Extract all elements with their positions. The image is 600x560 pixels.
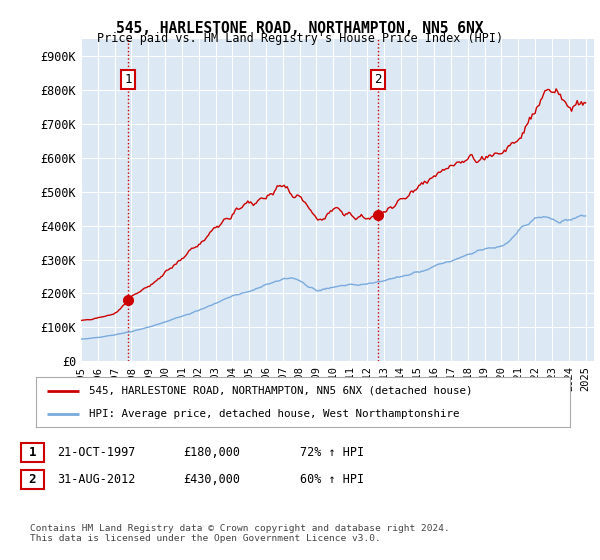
Text: Price paid vs. HM Land Registry's House Price Index (HPI): Price paid vs. HM Land Registry's House … [97, 32, 503, 45]
Text: £430,000: £430,000 [183, 473, 240, 487]
Text: 60% ↑ HPI: 60% ↑ HPI [300, 473, 364, 487]
Text: HPI: Average price, detached house, West Northamptonshire: HPI: Average price, detached house, West… [89, 409, 460, 419]
Text: 31-AUG-2012: 31-AUG-2012 [57, 473, 136, 487]
Text: 2: 2 [29, 473, 36, 487]
Text: 72% ↑ HPI: 72% ↑ HPI [300, 446, 364, 459]
Text: 545, HARLESTONE ROAD, NORTHAMPTON, NN5 6NX (detached house): 545, HARLESTONE ROAD, NORTHAMPTON, NN5 6… [89, 386, 473, 396]
Text: £180,000: £180,000 [183, 446, 240, 459]
Text: 1: 1 [124, 73, 132, 86]
Text: 21-OCT-1997: 21-OCT-1997 [57, 446, 136, 459]
Text: 2: 2 [374, 73, 382, 86]
Text: Contains HM Land Registry data © Crown copyright and database right 2024.
This d: Contains HM Land Registry data © Crown c… [30, 524, 450, 543]
Text: 545, HARLESTONE ROAD, NORTHAMPTON, NN5 6NX: 545, HARLESTONE ROAD, NORTHAMPTON, NN5 6… [116, 21, 484, 36]
Text: 1: 1 [29, 446, 36, 459]
